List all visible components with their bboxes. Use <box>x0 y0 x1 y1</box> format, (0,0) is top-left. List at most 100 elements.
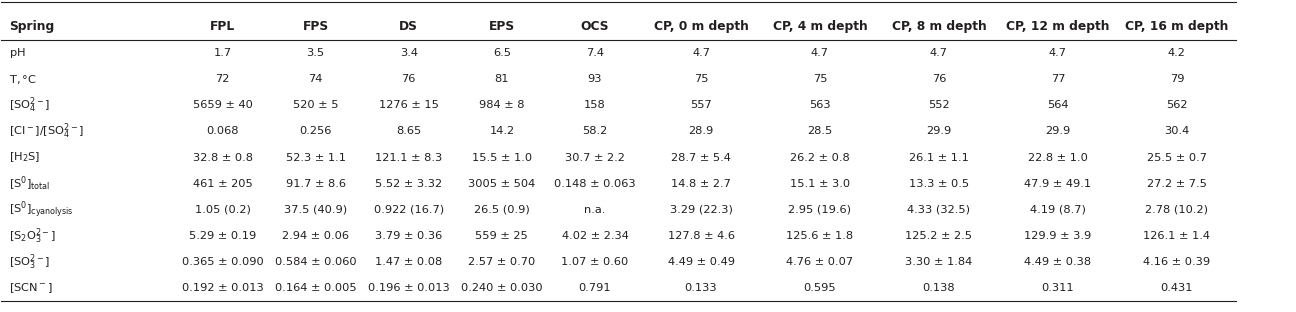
Text: 4.7: 4.7 <box>1048 48 1067 58</box>
Text: $\mathregular{T,\degree C}$: $\mathregular{T,\degree C}$ <box>9 73 38 85</box>
Text: 158: 158 <box>584 100 605 110</box>
Text: 4.2: 4.2 <box>1168 48 1186 58</box>
Text: 0.791: 0.791 <box>579 283 612 293</box>
Text: 1.7: 1.7 <box>214 48 232 58</box>
Text: 0.365 ± 0.090: 0.365 ± 0.090 <box>181 257 263 267</box>
Text: 15.5 ± 1.0: 15.5 ± 1.0 <box>472 153 531 163</box>
Text: 47.9 ± 49.1: 47.9 ± 49.1 <box>1024 179 1091 189</box>
Text: 3.79 ± 0.36: 3.79 ± 0.36 <box>375 231 442 241</box>
Text: 7.4: 7.4 <box>586 48 604 58</box>
Text: 1.05 (0.2): 1.05 (0.2) <box>194 205 250 215</box>
Text: 6.5: 6.5 <box>492 48 511 58</box>
Text: 4.19 (8.7): 4.19 (8.7) <box>1030 205 1086 215</box>
Text: 4.49 ± 0.49: 4.49 ± 0.49 <box>667 257 735 267</box>
Text: $\mathregular{[SO_4^{2-}]}$: $\mathregular{[SO_4^{2-}]}$ <box>9 95 51 115</box>
Text: $\mathregular{pH}$: $\mathregular{pH}$ <box>9 46 26 60</box>
Text: 76: 76 <box>402 74 416 84</box>
Text: 29.9: 29.9 <box>1046 126 1070 136</box>
Text: $\mathregular{[S^0]_{total}}$: $\mathregular{[S^0]_{total}}$ <box>9 174 51 193</box>
Text: 76: 76 <box>932 74 946 84</box>
Text: 562: 562 <box>1166 100 1187 110</box>
Text: 0.068: 0.068 <box>206 126 238 136</box>
Text: 125.6 ± 1.8: 125.6 ± 1.8 <box>787 231 854 241</box>
Text: 3005 ± 504: 3005 ± 504 <box>468 179 535 189</box>
Text: 984 ± 8: 984 ± 8 <box>480 100 525 110</box>
Text: n.a.: n.a. <box>584 205 605 215</box>
Text: 81: 81 <box>495 74 509 84</box>
Text: 28.9: 28.9 <box>688 126 714 136</box>
Text: 0.192 ± 0.013: 0.192 ± 0.013 <box>181 283 263 293</box>
Text: 5.52 ± 3.32: 5.52 ± 3.32 <box>375 179 442 189</box>
Text: 3.30 ± 1.84: 3.30 ± 1.84 <box>906 257 972 267</box>
Text: 0.256: 0.256 <box>299 126 332 136</box>
Text: 72: 72 <box>215 74 229 84</box>
Text: 125.2 ± 2.5: 125.2 ± 2.5 <box>906 231 972 241</box>
Text: 0.240 ± 0.030: 0.240 ± 0.030 <box>461 283 543 293</box>
Text: 26.5 (0.9): 26.5 (0.9) <box>474 205 530 215</box>
Text: 4.16 ± 0.39: 4.16 ± 0.39 <box>1143 257 1210 267</box>
Text: 0.138: 0.138 <box>923 283 955 293</box>
Text: 27.2 ± 7.5: 27.2 ± 7.5 <box>1147 179 1207 189</box>
Text: 129.9 ± 3.9: 129.9 ± 3.9 <box>1024 231 1091 241</box>
Text: $\mathregular{[S^0]_{cyanolysis}}$: $\mathregular{[S^0]_{cyanolysis}}$ <box>9 199 74 220</box>
Text: CP, 12 m depth: CP, 12 m depth <box>1006 20 1109 33</box>
Text: 4.33 (32.5): 4.33 (32.5) <box>907 205 971 215</box>
Text: DS: DS <box>399 20 419 33</box>
Text: 5659 ± 40: 5659 ± 40 <box>193 100 253 110</box>
Text: 127.8 ± 4.6: 127.8 ± 4.6 <box>667 231 735 241</box>
Text: 557: 557 <box>691 100 712 110</box>
Text: 3.5: 3.5 <box>307 48 325 58</box>
Text: 126.1 ± 1.4: 126.1 ± 1.4 <box>1143 231 1210 241</box>
Text: 74: 74 <box>308 74 323 84</box>
Text: 8.65: 8.65 <box>397 126 421 136</box>
Text: 461 ± 205: 461 ± 205 <box>193 179 253 189</box>
Text: 0.196 ± 0.013: 0.196 ± 0.013 <box>368 283 450 293</box>
Text: 29.9: 29.9 <box>927 126 951 136</box>
Text: 559 ± 25: 559 ± 25 <box>476 231 529 241</box>
Text: 28.5: 28.5 <box>807 126 832 136</box>
Text: 37.5 (40.9): 37.5 (40.9) <box>284 205 347 215</box>
Text: 0.133: 0.133 <box>684 283 717 293</box>
Text: 30.7 ± 2.2: 30.7 ± 2.2 <box>565 153 625 163</box>
Text: 4.76 ± 0.07: 4.76 ± 0.07 <box>787 257 854 267</box>
Text: CP, 0 m depth: CP, 0 m depth <box>653 20 749 33</box>
Text: 32.8 ± 0.8: 32.8 ± 0.8 <box>193 153 253 163</box>
Text: 14.2: 14.2 <box>490 126 515 136</box>
Text: 91.7 ± 8.6: 91.7 ± 8.6 <box>285 179 346 189</box>
Text: 75: 75 <box>813 74 827 84</box>
Text: 2.94 ± 0.06: 2.94 ± 0.06 <box>283 231 349 241</box>
Text: 75: 75 <box>693 74 709 84</box>
Text: 4.49 ± 0.38: 4.49 ± 0.38 <box>1024 257 1091 267</box>
Text: 26.2 ± 0.8: 26.2 ± 0.8 <box>791 153 850 163</box>
Text: 30.4: 30.4 <box>1164 126 1190 136</box>
Text: 552: 552 <box>928 100 950 110</box>
Text: 4.02 ± 2.34: 4.02 ± 2.34 <box>561 231 629 241</box>
Text: 26.1 ± 1.1: 26.1 ± 1.1 <box>908 153 969 163</box>
Text: 564: 564 <box>1047 100 1069 110</box>
Text: 563: 563 <box>809 100 831 110</box>
Text: $\mathregular{[SCN^-]}$: $\mathregular{[SCN^-]}$ <box>9 281 53 295</box>
Text: CP, 4 m depth: CP, 4 m depth <box>772 20 867 33</box>
Text: 0.311: 0.311 <box>1042 283 1074 293</box>
Text: 1276 ± 15: 1276 ± 15 <box>378 100 438 110</box>
Text: 4.7: 4.7 <box>692 48 710 58</box>
Text: 0.595: 0.595 <box>804 283 836 293</box>
Text: 79: 79 <box>1170 74 1185 84</box>
Text: 28.7 ± 5.4: 28.7 ± 5.4 <box>671 153 731 163</box>
Text: 2.57 ± 0.70: 2.57 ± 0.70 <box>468 257 535 267</box>
Text: 52.3 ± 1.1: 52.3 ± 1.1 <box>285 153 346 163</box>
Text: 77: 77 <box>1051 74 1065 84</box>
Text: 0.431: 0.431 <box>1161 283 1194 293</box>
Text: 3.4: 3.4 <box>399 48 417 58</box>
Text: $\mathregular{[Cl^-]/[SO_4^{2-}]}$: $\mathregular{[Cl^-]/[SO_4^{2-}]}$ <box>9 122 84 141</box>
Text: 1.07 ± 0.60: 1.07 ± 0.60 <box>561 257 629 267</box>
Text: 15.1 ± 3.0: 15.1 ± 3.0 <box>791 179 850 189</box>
Text: 3.29 (22.3): 3.29 (22.3) <box>670 205 732 215</box>
Text: 2.95 (19.6): 2.95 (19.6) <box>788 205 851 215</box>
Text: 0.164 ± 0.005: 0.164 ± 0.005 <box>275 283 356 293</box>
Text: CP, 8 m depth: CP, 8 m depth <box>892 20 986 33</box>
Text: 13.3 ± 0.5: 13.3 ± 0.5 <box>908 179 969 189</box>
Text: 0.584 ± 0.060: 0.584 ± 0.060 <box>275 257 356 267</box>
Text: $\mathregular{[H_2S]}$: $\mathregular{[H_2S]}$ <box>9 151 40 164</box>
Text: EPS: EPS <box>489 20 515 33</box>
